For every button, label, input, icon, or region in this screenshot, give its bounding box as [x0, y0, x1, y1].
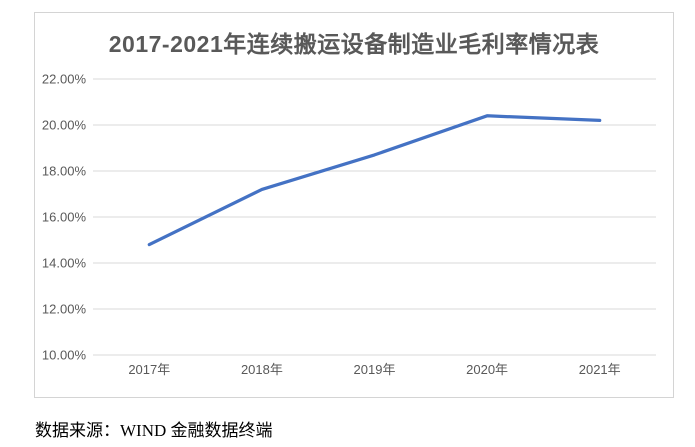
- y-axis-tick-label: 18.00%: [42, 164, 87, 179]
- chart-title: 2017-2021年连续搬运设备制造业毛利率情况表: [108, 31, 600, 57]
- series-line: [147, 114, 602, 247]
- x-axis-tick-label: 2017年: [128, 362, 170, 377]
- gross-margin-line-chart: 2017-2021年连续搬运设备制造业毛利率情况表 10.00% 12.00% 14…: [34, 12, 674, 398]
- y-axis-tick-label: 14.00%: [42, 256, 87, 271]
- x-axis-tick-label: 2019年: [354, 362, 396, 377]
- y-axis-tick-label: 22.00%: [42, 72, 87, 87]
- y-axis-tick-label: 10.00%: [42, 348, 87, 363]
- y-axis-tick-label: 20.00%: [42, 118, 87, 133]
- y-axis-tick-label: 12.00%: [42, 302, 87, 317]
- x-axis-tick-label: 2018年: [241, 362, 283, 377]
- y-axis-tick-label: 16.00%: [42, 210, 87, 225]
- x-axis-tick-label: 2020年: [466, 362, 508, 377]
- data-source-note: 数据来源：WIND 金融数据终端: [35, 421, 273, 440]
- x-axis-tick-label: 2021年: [579, 362, 621, 377]
- chart-plot-area: 10.00% 12.00% 14.00% 16.00% 18.00% 20.00% 22.0…: [42, 72, 656, 377]
